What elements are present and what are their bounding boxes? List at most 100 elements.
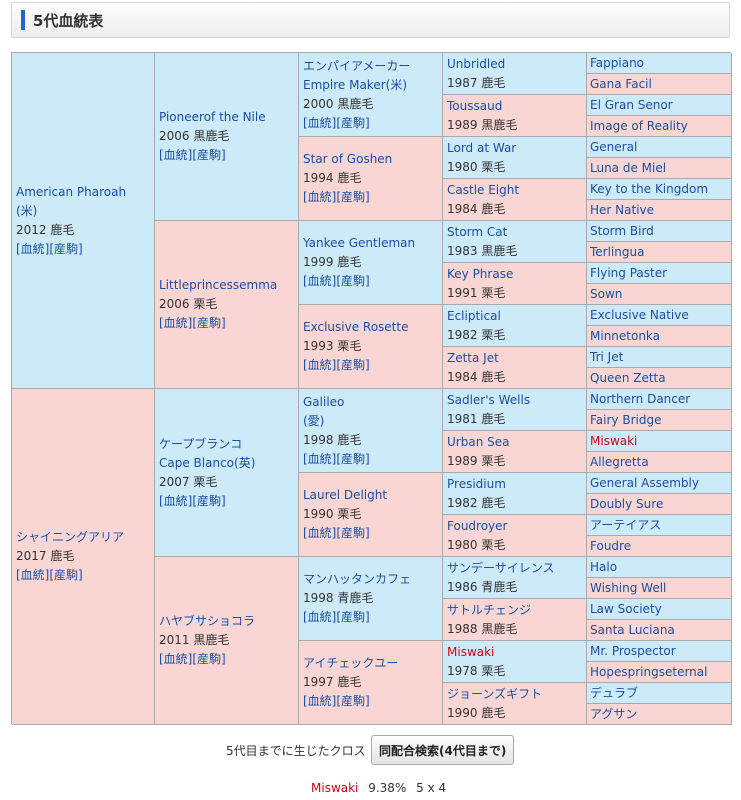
horse-name-link[interactable]: Northern Dancer: [590, 392, 691, 406]
pedigree-cell-gen5: Minnetonka: [587, 326, 732, 347]
horse-name-link[interactable]: Lord at War: [447, 140, 517, 155]
horse-name-link[interactable]: Minnetonka: [590, 329, 661, 343]
horse-name-link[interactable]: Fappiano: [590, 56, 645, 70]
horse-name-link[interactable]: Galileo: [303, 394, 345, 409]
horse-name-link[interactable]: エンパイアメーカー: [303, 58, 411, 73]
horse-name-link[interactable]: Yankee Gentleman: [303, 236, 416, 250]
horse-name-link[interactable]: Ecliptical: [447, 308, 501, 323]
same-breeding-search-button[interactable]: 同配合検索(4代目まで): [371, 735, 515, 765]
horse-name-link[interactable]: Unbridled: [447, 56, 506, 71]
horse-name-link[interactable]: Littleprincessemma: [159, 278, 278, 292]
horse-name-link[interactable]: Terlingua: [590, 245, 645, 259]
horse-name-link[interactable]: Foudre: [590, 539, 632, 553]
horse-name-link[interactable]: Queen Zetta: [590, 371, 666, 385]
pedigree-link[interactable]: [血統]: [303, 190, 337, 204]
horse-name-link[interactable]: ケープブランコ: [159, 436, 243, 451]
produce-link[interactable]: [産駒]: [192, 493, 226, 508]
horse-name-link[interactable]: ジョーンズギフト: [447, 686, 543, 701]
horse-name-link[interactable]: Presidium: [447, 476, 506, 491]
horse-name-link[interactable]: Foudroyer: [447, 518, 508, 533]
horse-name-link[interactable]: Halo: [590, 560, 618, 574]
pedigree-link[interactable]: [血統]: [303, 451, 337, 466]
horse-name-link[interactable]: Storm Cat: [447, 224, 508, 239]
horse-name-link[interactable]: Urban Sea: [447, 434, 510, 449]
horse-name-link[interactable]: Storm Bird: [590, 224, 654, 238]
produce-link[interactable]: [産駒]: [336, 694, 370, 708]
horse-name-link[interactable]: Hopespringseternal: [590, 665, 708, 679]
pedigree-link[interactable]: [血統]: [159, 652, 193, 666]
horse-name-link[interactable]: Sown: [590, 287, 623, 301]
horse-name-link[interactable]: Pioneerof the Nile: [159, 110, 266, 124]
horse-name-link[interactable]: General: [590, 140, 638, 154]
horse-name-link[interactable]: アーテイアス: [590, 518, 662, 532]
horse-name-link[interactable]: Gana Facil: [590, 77, 652, 91]
produce-link[interactable]: [産駒]: [336, 610, 370, 624]
pedigree-link[interactable]: [血統]: [303, 694, 337, 708]
pedigree-link[interactable]: [血統]: [303, 526, 337, 540]
horse-name-link[interactable]: Cape Blanco(英): [159, 455, 256, 470]
horse-name-link[interactable]: Exclusive Native: [590, 308, 689, 322]
horse-name-link[interactable]: Allegretta: [590, 455, 649, 469]
horse-name-link[interactable]: Flying Paster: [590, 266, 668, 280]
horse-name-link[interactable]: (愛): [303, 413, 325, 428]
horse-name-link[interactable]: シャイニングアリア: [16, 530, 125, 544]
horse-name-link[interactable]: デュラブ: [590, 686, 639, 700]
pedigree-link[interactable]: [血統]: [16, 568, 50, 582]
horse-name-link[interactable]: Star of Goshen: [303, 152, 393, 166]
pedigree-link[interactable]: [血統]: [159, 316, 193, 330]
horse-name-link[interactable]: Mr. Prospector: [590, 644, 676, 658]
horse-name-link[interactable]: El Gran Senor: [590, 98, 673, 112]
pedigree-cell-gen5: Mr. Prospector: [587, 641, 732, 662]
produce-link[interactable]: [産駒]: [336, 190, 370, 204]
horse-name-link[interactable]: Zetta Jet: [447, 350, 499, 365]
pedigree-cell-gen3: Laurel Delight 1990 栗毛 [血統][産駒]: [299, 473, 443, 557]
pedigree-link[interactable]: [血統]: [303, 274, 337, 288]
horse-name-link[interactable]: Miswaki: [447, 644, 495, 659]
cross-horse-link[interactable]: Miswaki: [311, 781, 359, 795]
horse-name-link[interactable]: Exclusive Rosette: [303, 320, 409, 334]
produce-link[interactable]: [産駒]: [49, 241, 83, 256]
horse-name-link[interactable]: サンデーサイレンス: [447, 560, 555, 575]
horse-name-link[interactable]: Luna de Miel: [590, 161, 667, 175]
horse-name-link[interactable]: Empire Maker(米): [303, 77, 407, 92]
pedigree-link[interactable]: [血統]: [16, 241, 50, 256]
horse-name-link[interactable]: Toussaud: [447, 98, 503, 113]
horse-name-link[interactable]: アグサン: [590, 707, 638, 721]
horse-name-link[interactable]: マンハッタンカフェ: [303, 572, 412, 586]
horse-name-link[interactable]: アイチェックユー: [303, 656, 399, 670]
pedigree-link[interactable]: [血統]: [303, 610, 337, 624]
horse-name-link[interactable]: Santa Luciana: [590, 623, 675, 637]
horse-name-link[interactable]: Tri Jet: [590, 350, 624, 364]
horse-name-link[interactable]: ハヤブサショコラ: [159, 614, 256, 628]
horse-name-link[interactable]: Miswaki: [590, 434, 638, 448]
horse-name-link[interactable]: Wishing Well: [590, 581, 667, 595]
horse-birth-info: 1980 栗毛: [447, 159, 506, 174]
horse-name-link[interactable]: Image of Reality: [590, 119, 688, 133]
produce-link[interactable]: [産駒]: [336, 526, 370, 540]
horse-name-link[interactable]: American Pharoah: [16, 184, 127, 199]
pedigree-link[interactable]: [血統]: [159, 148, 193, 162]
pedigree-link[interactable]: [血統]: [303, 115, 337, 130]
horse-name-link[interactable]: Sadler's Wells: [447, 392, 531, 407]
produce-link[interactable]: [産駒]: [336, 358, 370, 372]
horse-name-link[interactable]: Fairy Bridge: [590, 413, 662, 427]
horse-name-link[interactable]: サトルチェンジ: [447, 602, 532, 617]
produce-link[interactable]: [産駒]: [192, 148, 226, 162]
pedigree-link[interactable]: [血統]: [303, 358, 337, 372]
produce-link[interactable]: [産駒]: [192, 316, 226, 330]
produce-link[interactable]: [産駒]: [192, 652, 226, 666]
pedigree-link[interactable]: [血統]: [159, 493, 193, 508]
horse-name-link[interactable]: Law Society: [590, 602, 662, 616]
produce-link[interactable]: [産駒]: [336, 115, 370, 130]
horse-name-link[interactable]: General Assembly: [590, 476, 699, 490]
horse-name-link[interactable]: Key Phrase: [447, 266, 514, 281]
horse-name-link[interactable]: Key to the Kingdom: [590, 182, 709, 196]
horse-name-link[interactable]: Laurel Delight: [303, 488, 388, 502]
horse-name-link[interactable]: (米): [16, 203, 38, 218]
produce-link[interactable]: [産駒]: [49, 568, 83, 582]
horse-name-link[interactable]: Castle Eight: [447, 182, 520, 197]
horse-name-link[interactable]: Doubly Sure: [590, 497, 664, 511]
produce-link[interactable]: [産駒]: [336, 274, 370, 288]
horse-name-link[interactable]: Her Native: [590, 203, 655, 217]
produce-link[interactable]: [産駒]: [336, 451, 370, 466]
